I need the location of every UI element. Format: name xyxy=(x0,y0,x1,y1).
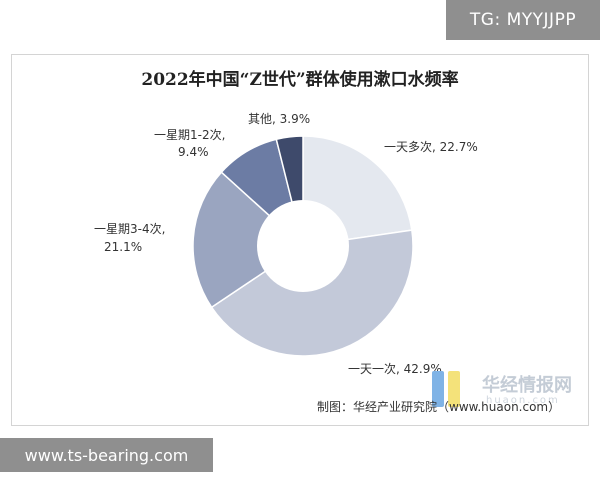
chart-card: 2022年中国“Z世代”群体使用漱口水频率 一天多次, 22.7% 一天一次, … xyxy=(11,54,589,426)
top-tag: TG: MYYJJPP xyxy=(446,0,600,40)
pie-slice-3 xyxy=(192,171,305,309)
donut-hole xyxy=(257,200,349,292)
chart-title: 2022年中国“Z世代”群体使用漱口水频率 xyxy=(141,70,459,90)
slice-label-5: 其他, 3.9% xyxy=(248,112,310,126)
donut-chart: 一天多次, 22.7% 一天一次, 42.9% 一星期3-4次, 21.1% 一… xyxy=(94,112,478,376)
pie-slice-2 xyxy=(210,229,414,357)
slice-label-4-line-2: 9.4% xyxy=(178,145,209,159)
slice-label-1: 一天多次, 22.7% xyxy=(384,140,478,154)
bottom-tag: www.ts-bearing.com xyxy=(0,438,213,472)
chart-source: 制图：华经产业研究院（www.huaon.com） xyxy=(317,400,561,414)
watermark-text: 华经情报网 xyxy=(482,375,572,396)
slice-label-4-line-1: 一星期1-2次, xyxy=(154,128,225,142)
slice-label-2: 一天一次, 42.9% xyxy=(348,362,442,376)
slice-label-3-line-1: 一星期3-4次, xyxy=(94,222,165,236)
watermark-sub: huaon.com xyxy=(486,395,560,406)
slice-label-3-line-2: 21.1% xyxy=(104,240,142,254)
watermark: 华经情报网 huaon.com xyxy=(432,367,592,417)
